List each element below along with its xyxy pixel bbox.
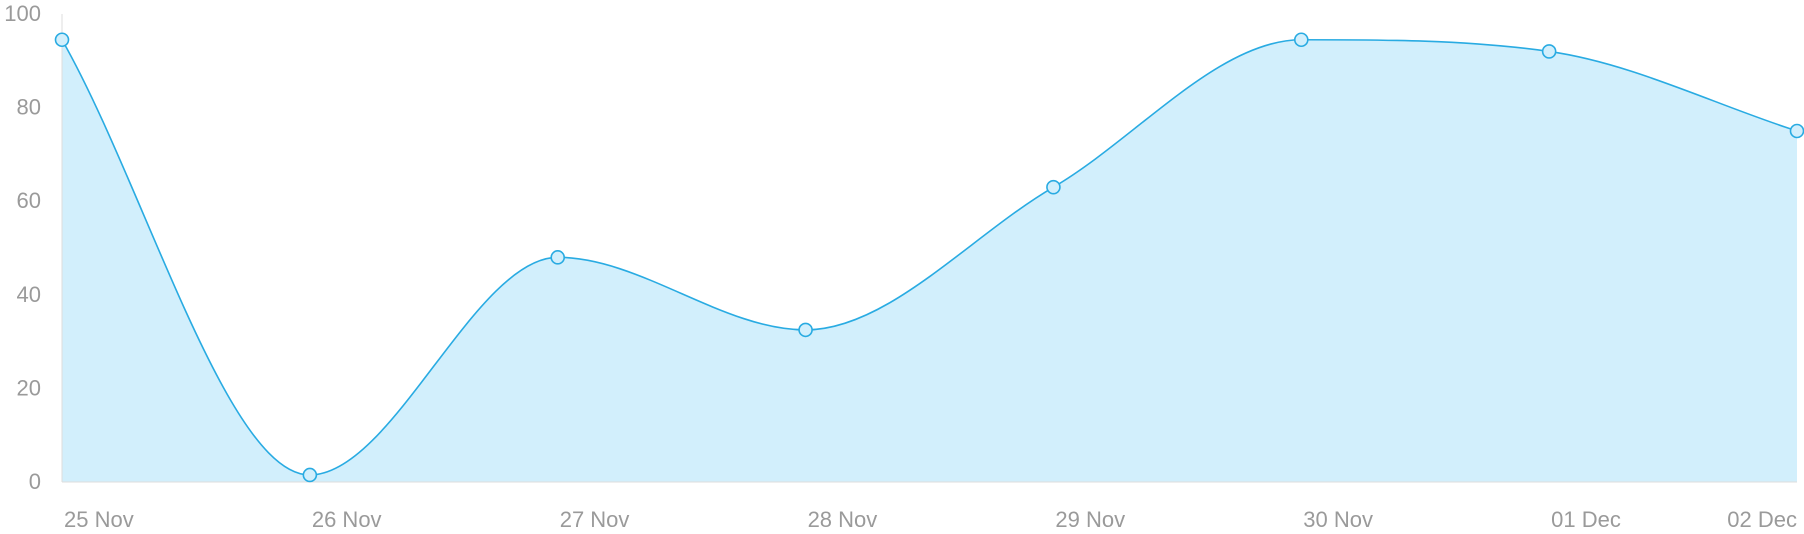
series-points [54, 32, 1804, 483]
data-point [798, 322, 813, 338]
y-tick-label: 80 [17, 95, 41, 120]
x-tick-label: 01 Dec [1551, 507, 1621, 532]
data-point [54, 32, 70, 48]
x-tick-label: 25 Nov [64, 507, 134, 532]
series-area-fill [62, 39, 1797, 483]
series-line [61, 38, 1798, 476]
y-tick-label: 100 [4, 1, 41, 26]
data-point [302, 467, 318, 483]
data-point [1789, 123, 1804, 139]
data-point [550, 250, 566, 265]
x-tick-label: 26 Nov [312, 507, 382, 532]
x-tick-label: 02 Dec [1727, 507, 1797, 532]
data-point [1293, 32, 1309, 48]
y-axis-ticks: 0 20 40 60 80 100 [4, 1, 41, 494]
data-point [1541, 44, 1557, 59]
x-tick-label: 30 Nov [1303, 507, 1373, 532]
x-tick-label: 29 Nov [1055, 507, 1125, 532]
y-tick-label: 40 [17, 282, 41, 307]
x-tick-label: 27 Nov [560, 507, 630, 532]
data-point [1046, 179, 1061, 195]
x-tick-label: 28 Nov [808, 507, 878, 532]
x-axis-ticks: 25 Nov 26 Nov 27 Nov 28 Nov 29 Nov 30 Nov 01 D… [64, 507, 1797, 532]
y-tick-label: 0 [29, 469, 41, 494]
y-tick-label: 60 [17, 188, 41, 213]
y-tick-label: 20 [17, 375, 41, 400]
